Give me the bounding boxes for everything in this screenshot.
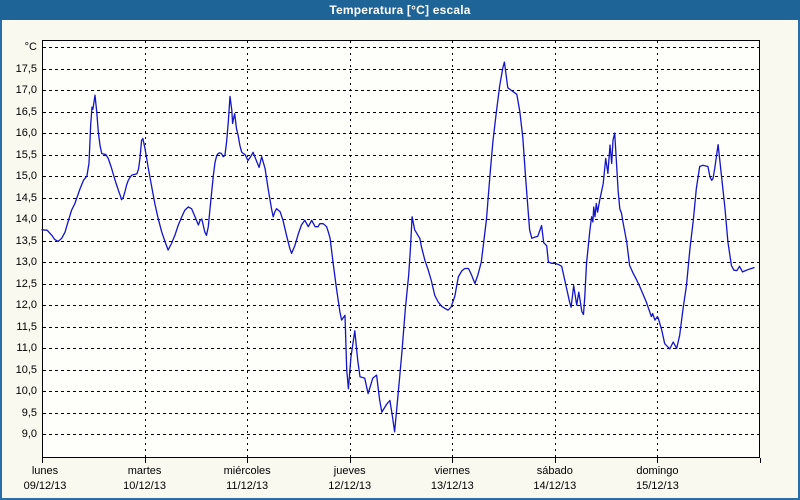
y-axis-label: 12,0 <box>15 299 37 311</box>
y-axis-label: 11,0 <box>16 342 37 354</box>
y-axis-label: 16,0 <box>15 127 37 139</box>
y-axis-label: 14,0 <box>15 213 37 225</box>
x-axis-day-label: jueves <box>333 465 366 477</box>
window-title: Temperatura [°C] escala <box>329 3 471 17</box>
x-axis-day-label: domingo <box>636 465 679 477</box>
temperature-series-line <box>41 61 755 433</box>
y-axis-label: 11,5 <box>16 320 37 333</box>
x-axis-day-label: miércoles <box>223 465 271 477</box>
plot-area <box>42 40 760 458</box>
y-axis-label: 13,0 <box>15 256 37 268</box>
y-axis-label: 15,0 <box>15 170 37 182</box>
y-axis-label: 12,5 <box>15 277 37 290</box>
x-axis-date-label: 11/12/13 <box>226 480 269 492</box>
y-axis-label: 17,5 <box>15 62 37 75</box>
x-axis-date-label: 09/12/13 <box>23 480 67 492</box>
y-axis-label: 17,0 <box>15 84 37 96</box>
x-axis-date-label: 15/12/13 <box>636 480 679 492</box>
y-axis-label: 9,5 <box>21 406 37 419</box>
y-axis-label: 13,5 <box>15 234 37 247</box>
x-axis-day-label: viernes <box>434 465 471 477</box>
x-axis-date-label: 14/12/13 <box>533 480 577 492</box>
x-axis-date-label: 13/12/13 <box>430 480 474 492</box>
x-axis-day-label: sábado <box>536 465 573 477</box>
y-axis-label: 10,0 <box>15 385 37 397</box>
y-axis-label: 16,5 <box>15 105 37 118</box>
x-axis-day-label: martes <box>127 465 162 477</box>
y-axis-label: 9,0 <box>21 428 37 440</box>
y-axis-label: 15,5 <box>15 148 37 161</box>
y-axis-label: 14,5 <box>15 191 37 204</box>
y-axis-unit-label: °C <box>24 41 37 53</box>
x-axis-day-label: lunes <box>31 465 59 477</box>
x-axis-date-label: 10/12/13 <box>123 480 166 492</box>
title-bar: Temperatura [°C] escala <box>0 0 800 20</box>
y-axis-label: 10,5 <box>15 363 37 376</box>
x-axis-date-label: 12/12/13 <box>328 480 372 492</box>
